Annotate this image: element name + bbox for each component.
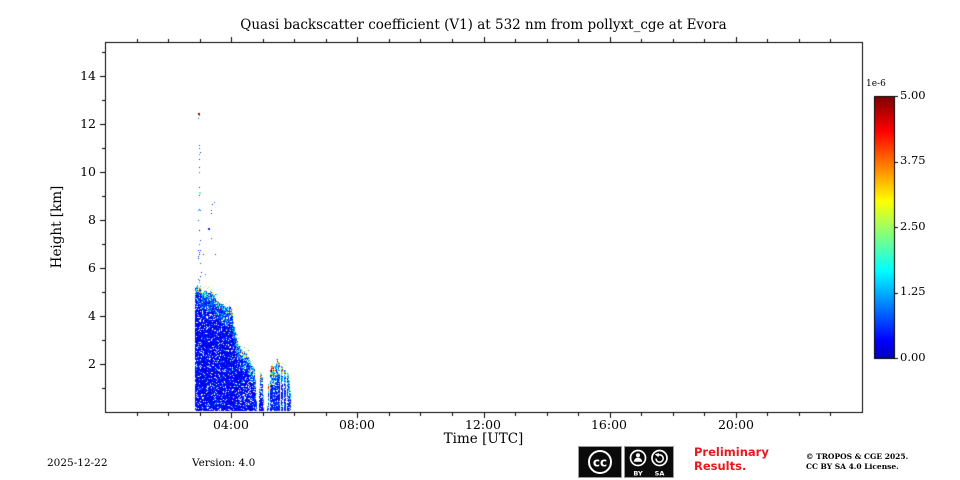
colorbar-tick-label: 5.00 bbox=[900, 88, 926, 102]
x-tick-label: 16:00 bbox=[590, 417, 628, 432]
svg-text:cc: cc bbox=[593, 456, 607, 470]
y-tick-label: 2 bbox=[88, 356, 96, 371]
preliminary-line2: Results. bbox=[694, 458, 747, 473]
colorbar-tick-label: 3.75 bbox=[900, 153, 926, 167]
measurement-date: 2025-12-22 bbox=[47, 457, 108, 469]
x-axis-label: Time [UTC] bbox=[443, 431, 524, 447]
y-tick-label: 6 bbox=[88, 260, 96, 275]
colorbar-tick-label: 1.25 bbox=[900, 284, 926, 298]
copyright-notice: © TROPOS & CGE 2025. CC BY SA 4.0 Licens… bbox=[806, 452, 908, 472]
y-tick-label: 14 bbox=[80, 68, 96, 83]
preliminary-line1: Preliminary bbox=[694, 445, 769, 459]
chart-title: Quasi backscatter coefficient (V1) at 53… bbox=[240, 17, 727, 33]
svg-text:SA: SA bbox=[655, 470, 665, 478]
y-tick-label: 12 bbox=[80, 116, 96, 131]
cc-by-sa-license-icon: cc BY SA bbox=[578, 446, 674, 478]
x-tick-label: 12:00 bbox=[464, 417, 502, 432]
y-tick-label: 4 bbox=[88, 308, 96, 323]
y-axis-label: Height [km] bbox=[49, 185, 65, 269]
svg-text:BY: BY bbox=[633, 470, 643, 478]
version-label: Version: 4.0 bbox=[192, 457, 256, 469]
preliminary-results-notice: Preliminary Results. bbox=[694, 445, 769, 474]
y-tick-label: 8 bbox=[88, 212, 96, 227]
x-tick-label: 20:00 bbox=[717, 417, 755, 432]
copyright-line1: © TROPOS & CGE 2025. bbox=[806, 452, 909, 461]
colorbar-tick-label: 0.00 bbox=[900, 350, 926, 364]
colorbar-tick-label: 2.50 bbox=[900, 219, 926, 233]
x-tick-label: 08:00 bbox=[338, 417, 376, 432]
colorbar-exponent-label: 1e-6 bbox=[866, 79, 886, 89]
y-tick-label: 10 bbox=[80, 164, 96, 179]
copyright-line2: CC BY SA 4.0 License. bbox=[806, 462, 899, 472]
x-tick-label: 04:00 bbox=[212, 417, 250, 432]
